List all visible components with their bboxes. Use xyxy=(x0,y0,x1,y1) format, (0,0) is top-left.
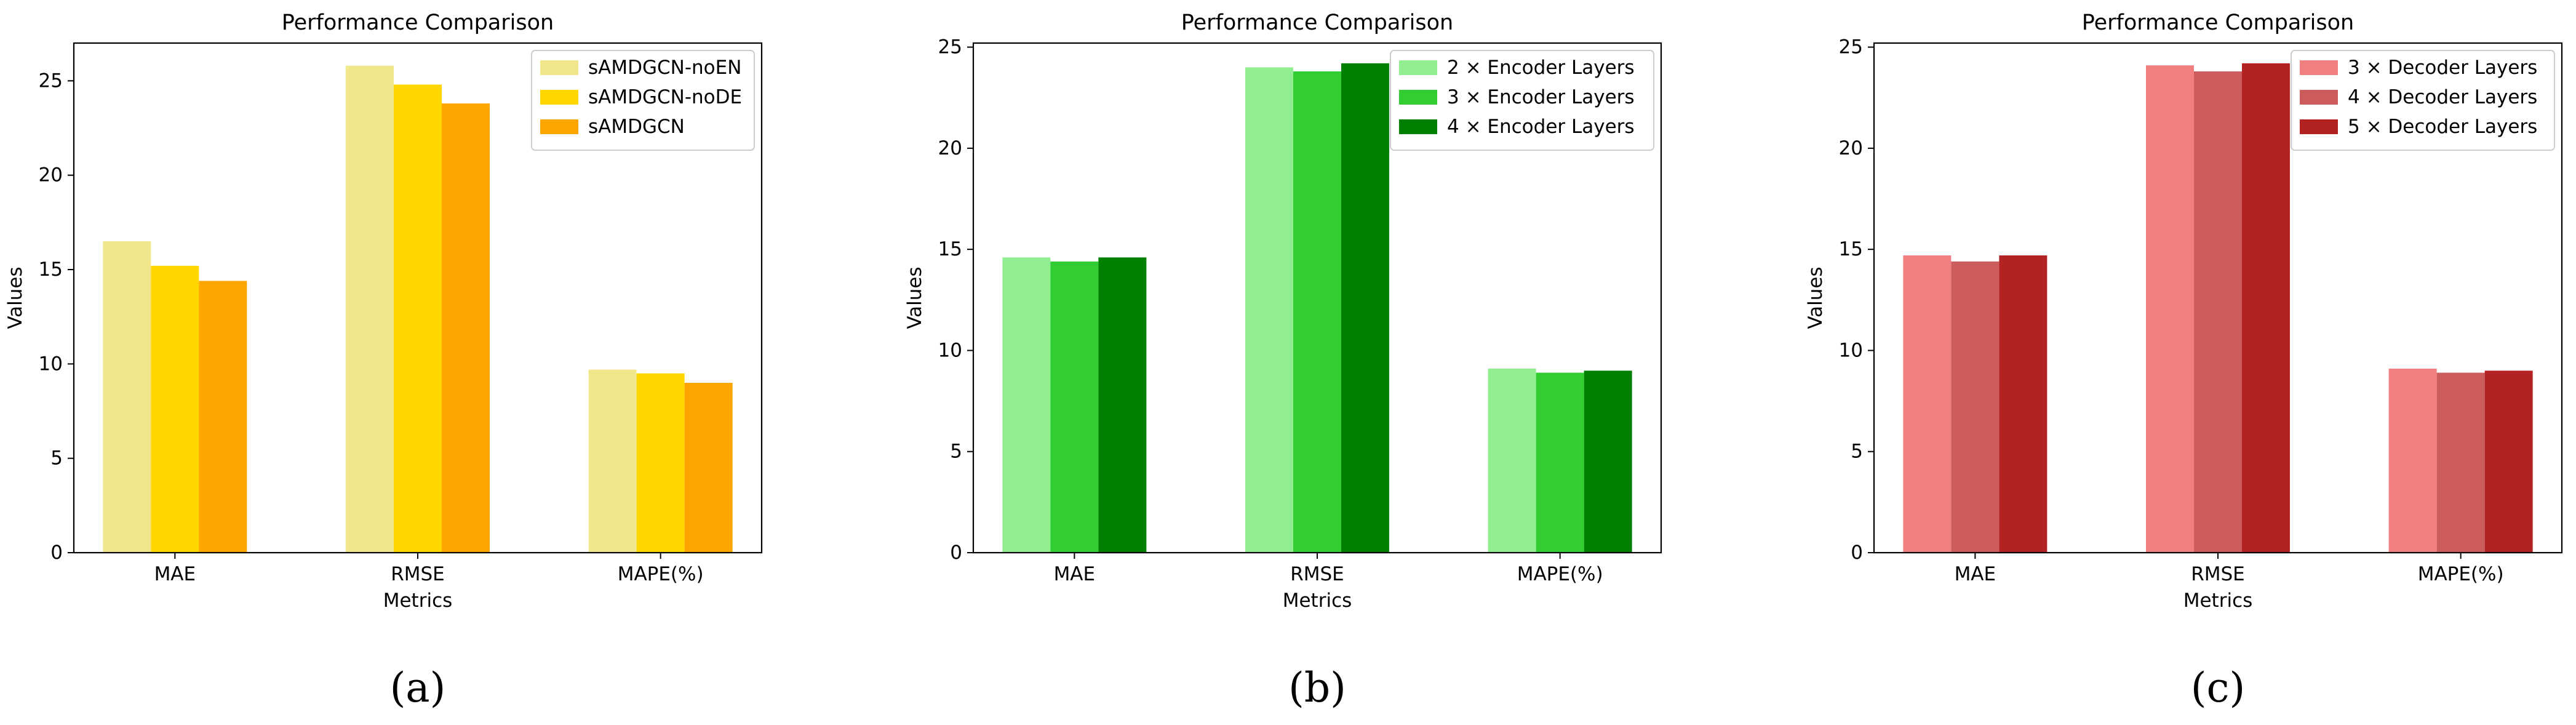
y-tick-label: 5 xyxy=(1851,441,1863,463)
legend-entry-label: 3 × Decoder Layers xyxy=(2348,57,2537,79)
x-tick-label: MAE xyxy=(1955,563,1996,585)
legend-entry-label: sAMDGCN xyxy=(588,116,685,138)
legend-swatch xyxy=(540,90,578,105)
x-tick-label: RMSE xyxy=(2191,563,2245,585)
legend-swatch xyxy=(1399,119,1437,134)
legend-entry-label: 3 × Encoder Layers xyxy=(1447,86,1635,108)
bar-mape-series-3 xyxy=(2484,371,2533,553)
legend-swatch xyxy=(2300,90,2338,105)
bar-rmse-series-2 xyxy=(1293,71,1341,553)
y-tick-label: 20 xyxy=(938,137,962,159)
x-tick-label: MAPE(%) xyxy=(2418,563,2504,585)
y-tick-label: 0 xyxy=(50,542,63,564)
bar-mape-series-1 xyxy=(588,369,637,553)
y-axis-label: Values xyxy=(1804,266,1827,329)
chart-panel-3: 0 5 10 15 20 25 MAE RMSE MAPE(%) Performance Comp… xyxy=(1804,10,2563,711)
panel-caption: (c) xyxy=(2191,664,2245,711)
bar-mae-series-3 xyxy=(1999,255,2048,553)
y-tick-label: 10 xyxy=(1839,339,1863,361)
legend-box xyxy=(2291,50,2555,151)
legend-swatch xyxy=(1399,60,1437,75)
legend-entry-label: sAMDGCN-noDE xyxy=(588,86,742,108)
x-tick-label: MAE xyxy=(154,563,196,585)
y-tick-label: 0 xyxy=(950,542,962,564)
chart-panel-1: 0 5 10 15 20 25 MAE RMSE MAPE(%) Performance Comp… xyxy=(4,10,763,711)
bar-mae-series-3 xyxy=(199,281,247,553)
bar-mape-series-2 xyxy=(1536,372,1584,553)
bar-mape-series-1 xyxy=(2388,369,2437,553)
y-tick-label: 10 xyxy=(39,353,63,375)
bar-mae-series-1 xyxy=(103,241,151,553)
legend-box xyxy=(1390,50,1654,151)
legend-swatch xyxy=(2300,60,2338,75)
legend-entry-label: 5 × Decoder Layers xyxy=(2348,116,2537,138)
y-tick-label: 5 xyxy=(950,441,962,463)
y-tick-label: 0 xyxy=(1851,542,1863,564)
bar-mae-series-2 xyxy=(1951,261,2000,553)
legend: 3 × Decoder Layers 4 × Decoder Layers 5 × … xyxy=(2291,50,2555,151)
bar-mae-series-2 xyxy=(151,265,199,553)
bar-mape-series-3 xyxy=(1584,371,1632,553)
legend: 2 × Encoder Layers 3 × Encoder Layers 4 × … xyxy=(1390,50,1654,151)
panel-caption: (b) xyxy=(1288,664,1346,711)
panel-caption: (a) xyxy=(390,664,446,711)
y-tick-label: 5 xyxy=(50,447,63,470)
bar-rmse-series-1 xyxy=(346,65,394,553)
bar-mape-series-2 xyxy=(636,373,685,553)
y-tick-label: 15 xyxy=(1839,238,1863,260)
bar-rmse-series-3 xyxy=(2242,63,2290,553)
legend-swatch xyxy=(1399,90,1437,105)
bar-mae-series-1 xyxy=(1903,255,1952,553)
y-tick-label: 20 xyxy=(1839,137,1863,159)
bar-mape-series-2 xyxy=(2436,372,2485,553)
bar-rmse-series-3 xyxy=(1341,63,1389,553)
x-tick-label: MAE xyxy=(1054,563,1096,585)
bar-mape-series-3 xyxy=(684,383,733,553)
bar-mae-series-1 xyxy=(1002,257,1051,553)
y-tick-label: 15 xyxy=(39,258,63,281)
y-axis-label: Values xyxy=(904,266,926,329)
x-axis-label: Metrics xyxy=(1283,590,1352,612)
legend-entry-label: 4 × Encoder Layers xyxy=(1447,116,1635,138)
bar-mape-series-1 xyxy=(1488,369,1536,553)
chart-title: Performance Comparison xyxy=(282,10,554,35)
legend-swatch xyxy=(540,119,578,134)
chart-title: Performance Comparison xyxy=(2082,10,2354,35)
x-tick-label: RMSE xyxy=(1290,563,1344,585)
chart-panel-2: 0 5 10 15 20 25 MAE RMSE MAPE(%) Performance Comp… xyxy=(904,10,1662,711)
y-tick-label: 15 xyxy=(938,238,962,260)
x-tick-label: MAPE(%) xyxy=(1517,563,1603,585)
legend-box xyxy=(531,50,755,151)
y-tick-label: 20 xyxy=(39,164,63,186)
bar-rmse-series-2 xyxy=(2194,71,2242,553)
y-axis-label: Values xyxy=(4,266,26,329)
y-tick-label: 10 xyxy=(938,339,962,361)
x-tick-label: MAPE(%) xyxy=(618,563,704,585)
x-axis-label: Metrics xyxy=(383,590,453,612)
y-tick-label: 25 xyxy=(39,70,63,92)
chart-title: Performance Comparison xyxy=(1181,10,1453,35)
legend-entry-label: sAMDGCN-noEN xyxy=(588,57,741,79)
legend-swatch xyxy=(2300,119,2338,134)
legend: sAMDGCN-noEN sAMDGCN-noDE sAMDGCN xyxy=(531,50,755,151)
bar-mae-series-3 xyxy=(1098,257,1147,553)
bar-rmse-series-1 xyxy=(2146,65,2194,553)
x-tick-label: RMSE xyxy=(391,563,445,585)
legend-entry-label: 2 × Encoder Layers xyxy=(1447,57,1635,79)
bar-rmse-series-3 xyxy=(442,103,490,553)
bar-rmse-series-1 xyxy=(1245,67,1293,553)
x-axis-label: Metrics xyxy=(2183,590,2253,612)
y-tick-label: 25 xyxy=(938,36,962,58)
y-tick-label: 25 xyxy=(1839,36,1863,58)
legend-swatch xyxy=(540,60,578,75)
bar-mae-series-2 xyxy=(1050,261,1099,553)
legend-entry-label: 4 × Decoder Layers xyxy=(2348,86,2537,108)
bar-rmse-series-2 xyxy=(394,84,442,553)
